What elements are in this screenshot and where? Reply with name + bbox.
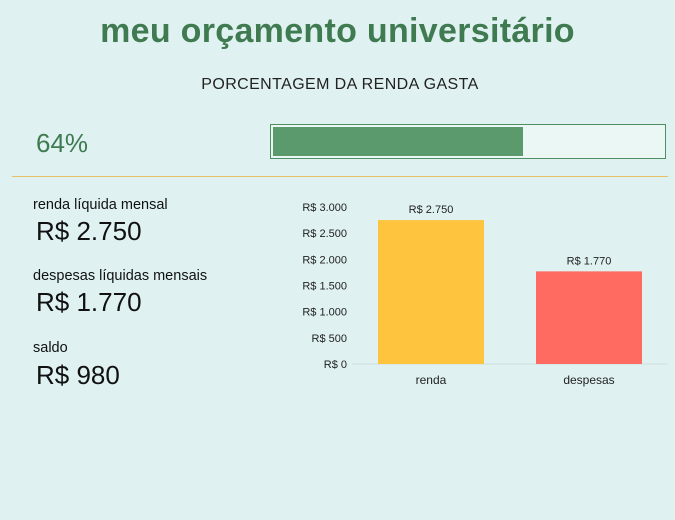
progress-bar-fill — [273, 127, 523, 156]
income-vs-expenses-bar-chart: R$ 0 R$ 500 R$ 1.000 R$ 1.500 R$ 2.000 R$ 2.5… — [302, 202, 668, 387]
y-tick-label: R$ 1.000 — [302, 307, 347, 319]
page-title: meu orçamento universitário — [100, 12, 575, 50]
y-tick-label: R$ 0 — [324, 359, 347, 371]
x-category-label-renda: renda — [416, 373, 447, 387]
y-tick-label: R$ 1.500 — [302, 281, 347, 293]
income-value: R$ 2.750 — [36, 216, 142, 246]
y-tick-label: R$ 500 — [312, 333, 347, 345]
expenses-label: despesas líquidas mensais — [33, 268, 208, 284]
balance-label: saldo — [33, 340, 68, 356]
section-divider — [12, 176, 668, 177]
bar-data-label-renda: R$ 2.750 — [409, 204, 454, 216]
bar-renda — [378, 220, 484, 364]
percent-spent-value: 64% — [36, 128, 89, 158]
balance-value: R$ 980 — [36, 360, 120, 390]
bar-data-label-despesas: R$ 1.770 — [567, 255, 612, 267]
y-tick-label: R$ 3.000 — [302, 202, 347, 214]
x-category-label-despesas: despesas — [563, 373, 614, 387]
income-label: renda líquida mensal — [33, 197, 168, 213]
percent-spent-progress-bar — [270, 124, 666, 159]
bar-despesas — [536, 271, 642, 364]
y-tick-label: R$ 2.000 — [302, 254, 347, 266]
chart-subtitle: PORCENTAGEM DA RENDA GASTA — [201, 76, 479, 93]
y-tick-label: R$ 2.500 — [302, 228, 347, 240]
expenses-value: R$ 1.770 — [36, 287, 142, 317]
